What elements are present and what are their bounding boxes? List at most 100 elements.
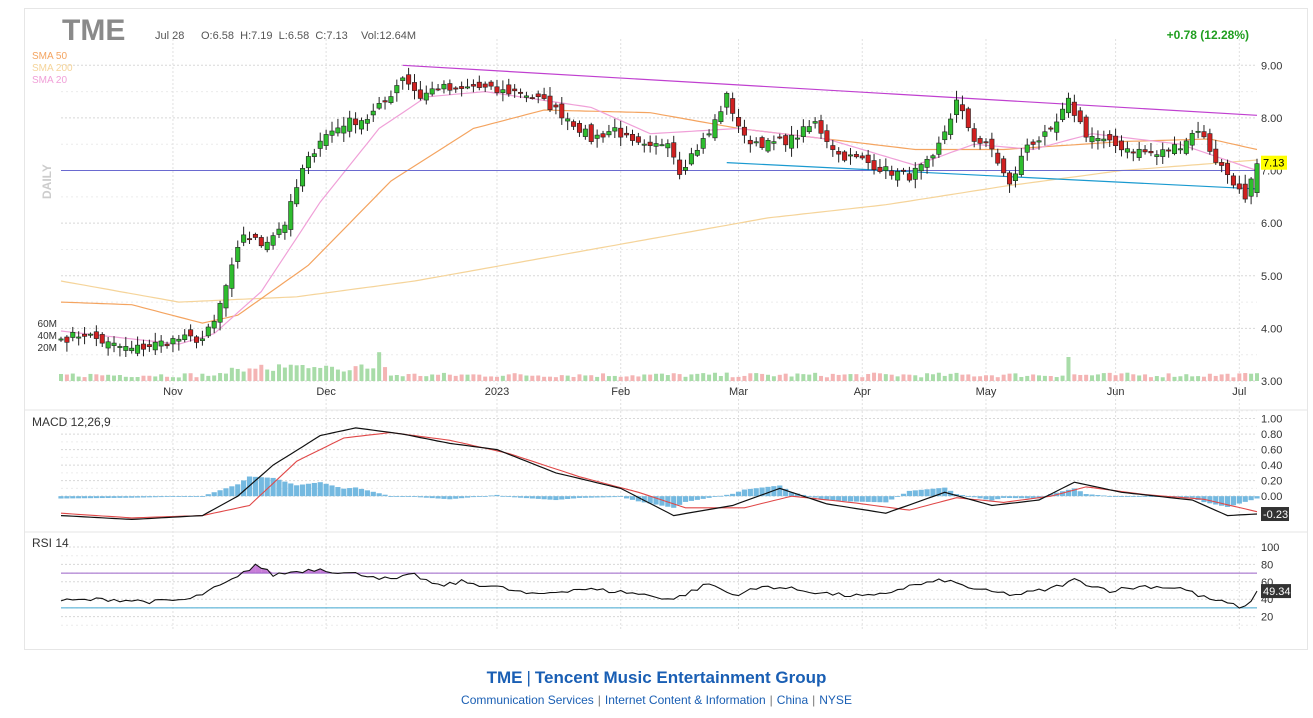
macd-histogram-bar — [859, 496, 865, 502]
macd-histogram-bar — [1230, 496, 1237, 506]
macd-histogram-bar — [140, 496, 147, 498]
volume-bar — [489, 376, 494, 381]
macd-histogram-bar — [718, 495, 724, 497]
candle-down — [747, 139, 753, 145]
candle-up — [329, 130, 335, 136]
candle-up — [706, 133, 712, 136]
volume-bar — [748, 373, 753, 381]
footer-ticker[interactable]: TME — [486, 668, 523, 687]
macd-histogram-bar — [1018, 496, 1024, 499]
volume-bar — [194, 377, 199, 381]
candle-down — [482, 83, 488, 88]
volume-bar — [64, 374, 69, 381]
candle-up — [211, 321, 217, 329]
volume-bar — [59, 373, 63, 381]
candle-down — [571, 121, 577, 127]
macd-histogram-bar — [1130, 496, 1136, 497]
macd-histogram-bar — [411, 496, 418, 497]
candle-down — [247, 238, 253, 241]
volume-bar — [1019, 376, 1024, 381]
candle-up — [500, 89, 506, 94]
candle-down — [824, 130, 830, 142]
volume-bar — [182, 373, 187, 381]
macd-histogram-bar — [158, 496, 164, 498]
candle-down — [1048, 127, 1054, 130]
candle-up — [883, 166, 889, 171]
volume-bar — [801, 374, 806, 381]
macd-histogram-bar — [264, 477, 270, 497]
volume-bar — [147, 375, 152, 381]
macd-histogram-bar — [647, 496, 653, 504]
candle-down — [559, 103, 565, 119]
volume-bar — [830, 373, 835, 381]
footer-exchange[interactable]: NYSE — [819, 693, 852, 707]
candle-up — [753, 141, 759, 144]
volume-bar — [895, 376, 900, 381]
volume-bar — [995, 377, 1000, 381]
volume-bar — [412, 373, 417, 381]
macd-histogram-bar — [836, 496, 842, 501]
macd-histogram-bar — [959, 495, 966, 497]
month-tick-label: Jul — [1232, 386, 1246, 398]
volume-bar — [1101, 373, 1106, 381]
candle-up — [70, 331, 76, 338]
candle-down — [518, 91, 524, 94]
candle-down — [1107, 134, 1113, 141]
volume-bar — [954, 372, 959, 381]
volume-bar — [441, 372, 446, 381]
macd-histogram-bar — [105, 496, 111, 498]
price-tick-label: 8.00 — [1261, 113, 1282, 125]
volume-bar — [925, 373, 930, 381]
volume-bar — [371, 368, 376, 381]
macd-histogram-bar — [747, 488, 753, 497]
macd-histogram-bar — [370, 491, 376, 497]
volume-bar — [1172, 376, 1177, 381]
footer-company[interactable]: Tencent Music Entertainment Group — [534, 668, 827, 687]
macd-histogram-bar — [841, 496, 848, 502]
candle-down — [830, 145, 836, 150]
macd-histogram-bar — [123, 496, 129, 498]
macd-histogram-bar — [812, 496, 818, 498]
macd-histogram-bar — [659, 496, 665, 506]
macd-histogram-bar — [500, 495, 506, 497]
macd-histogram-bar — [70, 496, 76, 499]
candles — [58, 67, 1260, 357]
volume-bars — [59, 352, 1259, 381]
volume-bar — [212, 375, 217, 381]
candle-down — [989, 138, 995, 150]
candle-up — [358, 120, 364, 130]
macd-line — [60, 427, 1258, 521]
macd-histogram-bar — [1242, 496, 1248, 502]
volume-bar — [553, 377, 558, 381]
volume-bar — [777, 374, 782, 381]
candle-down — [1148, 150, 1154, 154]
volume-bar — [612, 375, 617, 381]
volume-bar — [353, 366, 358, 381]
candle-down — [506, 84, 512, 95]
candle-down — [1077, 110, 1083, 123]
macd-histogram-bar — [895, 496, 901, 497]
macd-histogram-bar — [400, 496, 406, 497]
candle-up — [582, 128, 588, 137]
volume-bar — [1219, 374, 1224, 381]
volume-bar — [783, 373, 788, 381]
candle-up — [1183, 140, 1189, 154]
macd-histogram-bar — [783, 488, 789, 497]
volume-bar — [624, 376, 629, 381]
candle-down — [618, 127, 624, 138]
month-tick-label: Nov — [163, 386, 183, 398]
footer-country[interactable]: China — [776, 693, 809, 707]
macd-histogram-bar — [576, 496, 583, 498]
macd-histogram-bar — [777, 485, 783, 497]
footer-industry[interactable]: Internet Content & Information — [604, 693, 766, 707]
candle-down — [382, 100, 388, 103]
volume-bar — [159, 374, 164, 381]
volume-bar — [730, 377, 735, 381]
footer-sector[interactable]: Communication Services — [461, 693, 594, 707]
volume-bar — [335, 369, 340, 381]
candle-up — [712, 119, 718, 139]
macd-histogram-bar — [924, 489, 930, 497]
candle-down — [730, 98, 736, 114]
macd-histogram-bar — [58, 496, 64, 499]
volume-bar — [241, 371, 246, 381]
